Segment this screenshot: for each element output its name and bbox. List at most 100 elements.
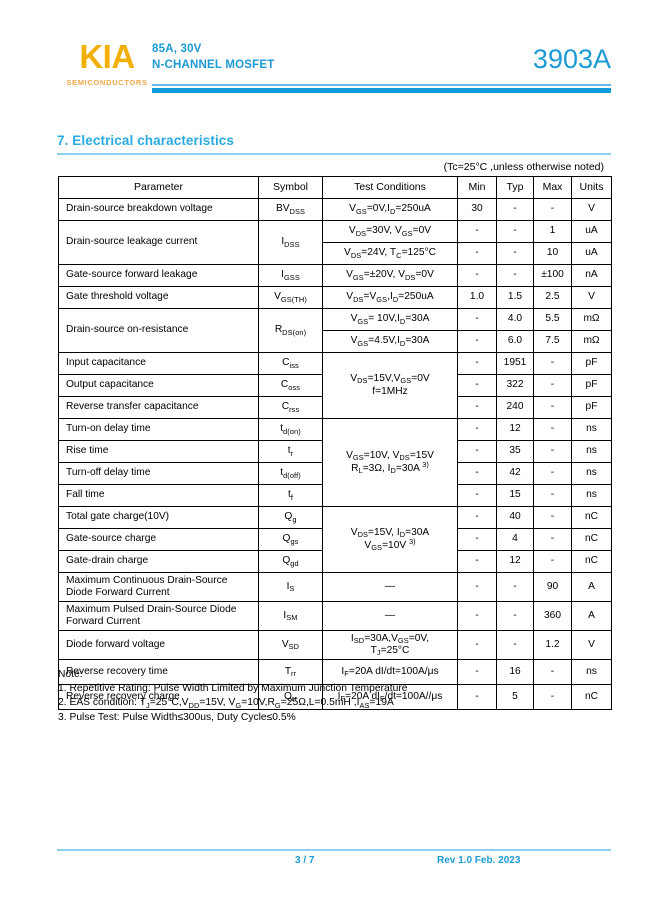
cell-parameter: Reverse recovery time (58, 659, 259, 685)
cell-typ: 15 (496, 484, 534, 507)
cell-symbol: VSD (258, 630, 323, 660)
table-row: Drain-source breakdown voltage BVDSS VGS… (58, 198, 612, 221)
cell-units: uA (571, 242, 612, 265)
cell-max: - (533, 659, 572, 685)
table-row: Fall time tf - 15 - ns (58, 484, 612, 507)
cell-typ: - (496, 572, 534, 602)
table-row: Maximum Continuous Drain-Source Diode Fo… (58, 572, 612, 602)
table-row: Gate threshold voltage VGS(TH) VDS=VGS,I… (58, 286, 612, 309)
cell-max: - (533, 462, 572, 485)
cell-min: - (457, 440, 497, 463)
cell-min: - (457, 264, 497, 287)
cell-max: 2.5 (533, 286, 572, 309)
note-item-3: 3. Pulse Test: Pulse Width≤300us, Duty C… (58, 711, 296, 723)
cell-typ: 5 (496, 684, 534, 710)
cell-max: 7.5 (533, 330, 572, 353)
cell-max: - (533, 684, 572, 710)
part-number: 3903A (532, 44, 611, 74)
cell-units: A (571, 572, 612, 602)
cell-units: mΩ (571, 308, 612, 331)
cell-units: ns (571, 462, 612, 485)
table-row: Reverse recovery charge Qrr IF=20A dIF/d… (58, 684, 612, 710)
cell-units: uA (571, 220, 612, 243)
table-row: Gate-source forward leakage IGSS VGS=±20… (58, 264, 612, 287)
cell-parameter: Fall time (58, 484, 259, 507)
cell-typ: 35 (496, 440, 534, 463)
cell-max: - (533, 528, 572, 551)
cell-symbol: Trr (258, 659, 323, 685)
note-item-2: 2. EAS condition: TJ=25°C,VDD=15V, VG=10… (58, 697, 394, 710)
cell-max: 5.5 (533, 308, 572, 331)
cell-max: 360 (533, 601, 572, 631)
logo-tagline: SEMICONDUCTORS (66, 78, 148, 87)
cell-typ: 40 (496, 506, 534, 529)
cell-units: V (571, 198, 612, 221)
cell-parameter: Gate-source forward leakage (58, 264, 259, 287)
cell-typ: - (496, 242, 534, 265)
cell-symbol: tf (258, 484, 323, 507)
cell-conditions: VGS= 10V,ID=30A (322, 308, 458, 331)
cell-min: - (457, 374, 497, 397)
table-row: Drain-source on-resistance RDS(on) VGS= … (58, 308, 612, 353)
test-condition-note: (Tc=25°C ,unless otherwise noted) (443, 161, 604, 173)
cell-min: - (457, 506, 497, 529)
cell-max: - (533, 374, 572, 397)
cell-min: - (457, 550, 497, 573)
cell-typ: - (496, 198, 534, 221)
cell-parameter: Reverse transfer capacitance (58, 396, 259, 419)
cell-units: ns (571, 440, 612, 463)
cell-parameter: Turn-on delay time (58, 418, 259, 441)
cell-min: - (457, 572, 497, 602)
product-descriptor: 85A, 30V N-CHANNEL MOSFET (152, 42, 274, 73)
cell-min: - (457, 601, 497, 631)
cell-min: - (457, 220, 497, 243)
cell-symbol: RDS(on) (258, 308, 323, 353)
cell-symbol: Coss (258, 374, 323, 397)
cell-max: - (533, 550, 572, 573)
cell-units: ns (571, 659, 612, 685)
cell-units: ns (571, 418, 612, 441)
section-underline (57, 153, 611, 155)
cell-units: pF (571, 374, 612, 397)
cell-units: nA (571, 264, 612, 287)
cell-symbol: td(on) (258, 418, 323, 441)
cell-min: - (457, 484, 497, 507)
cell-typ: 4.0 (496, 308, 534, 331)
table-row: VGS=4.5V,ID=30A - 6.0 7.5 mΩ (59, 330, 612, 353)
cell-conditions: VDS=15V,VGS=0V f=1MHz (322, 352, 458, 419)
page-number: 3 / 7 (295, 855, 315, 866)
cell-parameter: Gate-drain charge (58, 550, 259, 573)
cell-units: nC (571, 684, 612, 710)
footer-rule (57, 849, 611, 851)
cell-symbol: Qgs (258, 528, 323, 551)
product-type: N-CHANNEL MOSFET (152, 58, 275, 71)
cell-min: - (457, 684, 497, 710)
cell-min: - (457, 242, 497, 265)
cell-symbol: IS (258, 572, 323, 602)
cell-parameter: Diode forward voltage (58, 630, 259, 660)
cell-conditions: VDS=15V, ID=30A VGS=10V 3) (322, 506, 458, 573)
cell-symbol: BVDSS (258, 198, 323, 221)
cell-parameter: Turn-off delay time (58, 462, 259, 485)
cell-symbol: Crss (258, 396, 323, 419)
cell-units: pF (571, 352, 612, 375)
cell-typ: 12 (496, 550, 534, 573)
cell-parameter: Drain-source breakdown voltage (58, 198, 259, 221)
table-row: Drain-source leakage current IDSS VDS=30… (58, 220, 612, 265)
cell-typ: - (496, 601, 534, 631)
cell-symbol: ISM (258, 601, 323, 631)
cell-conditions: IF=20A dIF/dt=100A//μs (322, 684, 458, 710)
cell-conditions: — (322, 572, 458, 602)
cell-units: nC (571, 506, 612, 529)
cell-parameter: Rise time (58, 440, 259, 463)
cell-symbol: Qg (258, 506, 323, 529)
page-header: KIA SEMICONDUCTORS 85A, 30V N-CHANNEL MO… (0, 0, 649, 112)
cell-symbol: td(off) (258, 462, 323, 485)
cell-symbol: IGSS (258, 264, 323, 287)
cell-parameter: Input capacitance (58, 352, 259, 375)
cell-conditions: VGS=0V,ID=250uA (322, 198, 458, 221)
cell-units: mΩ (571, 330, 612, 353)
cell-typ: - (496, 220, 534, 243)
table-row: Input capacitance Ciss VDS=15V,VGS=0V f=1… (58, 352, 612, 419)
